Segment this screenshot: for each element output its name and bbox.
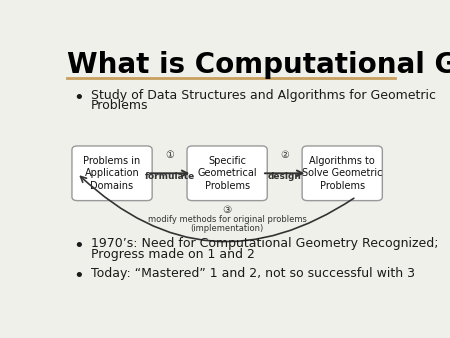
Text: modify methods for original problems: modify methods for original problems <box>148 215 306 224</box>
FancyBboxPatch shape <box>302 146 382 201</box>
Text: What is Computational Geometry?: What is Computational Geometry? <box>67 51 450 79</box>
Text: •: • <box>74 237 85 255</box>
Text: (implementation): (implementation) <box>190 224 264 233</box>
Text: Algorithms to
Solve Geometric
Problems: Algorithms to Solve Geometric Problems <box>302 156 382 191</box>
Text: 1970’s: Need for Computational Geometry Recognized;: 1970’s: Need for Computational Geometry … <box>91 237 439 250</box>
Text: Progress made on 1 and 2: Progress made on 1 and 2 <box>91 248 255 261</box>
Text: design: design <box>268 172 302 181</box>
Text: •: • <box>74 267 85 285</box>
Text: •: • <box>74 89 85 107</box>
FancyBboxPatch shape <box>187 146 267 201</box>
Text: ②: ② <box>280 150 289 160</box>
Text: Specific
Geometrical
Problems: Specific Geometrical Problems <box>197 156 257 191</box>
Text: ③: ③ <box>222 204 232 215</box>
Text: formulate: formulate <box>144 172 195 181</box>
Text: Today: “Mastered” 1 and 2, not so successful with 3: Today: “Mastered” 1 and 2, not so succes… <box>91 267 415 280</box>
Text: Problems in
Application
Domains: Problems in Application Domains <box>83 156 141 191</box>
Text: ①: ① <box>165 150 174 160</box>
FancyBboxPatch shape <box>72 146 152 201</box>
Text: Problems: Problems <box>91 99 148 112</box>
Text: Study of Data Structures and Algorithms for Geometric: Study of Data Structures and Algorithms … <box>91 89 436 102</box>
